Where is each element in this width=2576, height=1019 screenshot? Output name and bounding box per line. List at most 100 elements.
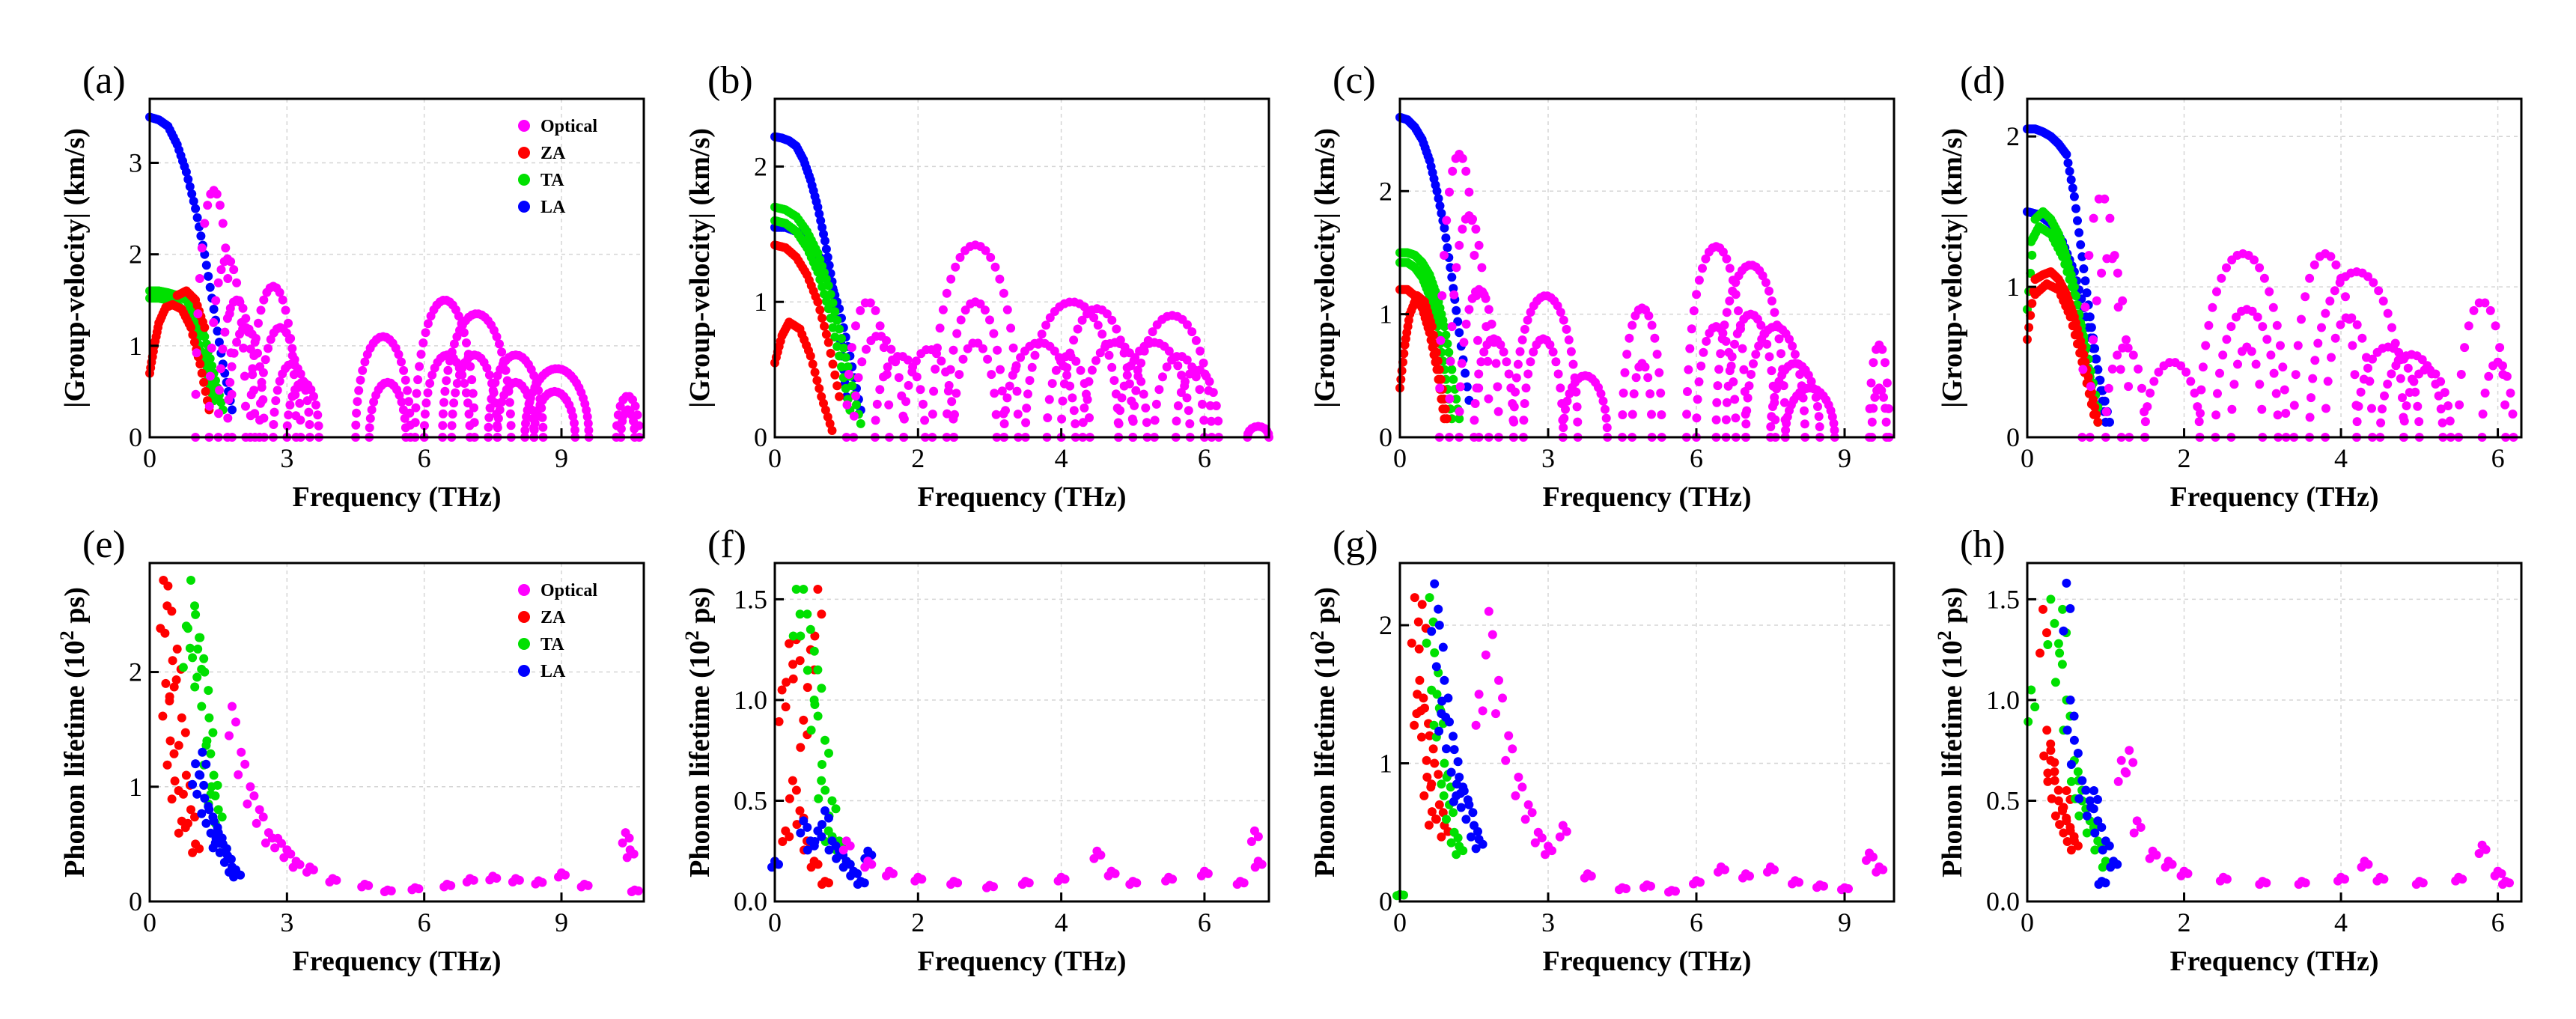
point-za — [160, 628, 170, 638]
point-optical — [1448, 166, 1458, 176]
point-za — [2084, 389, 2094, 398]
point-optical — [1764, 286, 1773, 296]
point-optical — [440, 386, 450, 396]
point-optical — [583, 880, 593, 890]
point-optical — [269, 420, 278, 429]
point-optical — [894, 373, 904, 383]
point-optical — [949, 345, 958, 355]
point-optical — [1620, 368, 1630, 377]
point-optical — [1182, 355, 1192, 365]
point-za — [1431, 814, 1440, 824]
point-optical — [879, 343, 889, 353]
point-ta — [2098, 863, 2107, 872]
point-optical — [1529, 347, 1538, 357]
point-optical — [1779, 398, 1789, 407]
point-optical — [2218, 350, 2228, 360]
point-optical — [2190, 389, 2199, 398]
point-optical — [1059, 379, 1069, 389]
point-optical — [1435, 383, 1445, 393]
point-optical — [469, 875, 478, 885]
point-ta — [213, 805, 223, 815]
point-optical — [2387, 323, 2396, 332]
point-optical — [1770, 308, 1779, 317]
point-optical — [1523, 800, 1533, 809]
point-ta — [2030, 702, 2040, 712]
point-optical — [1012, 386, 1022, 396]
point-za — [799, 715, 809, 725]
point-optical — [226, 257, 236, 267]
point-ta — [206, 749, 216, 758]
point-optical — [468, 389, 478, 398]
point-ta — [2058, 252, 2068, 261]
point-optical — [2326, 252, 2336, 261]
point-optical — [1526, 357, 1535, 367]
y-axis-label: Phonon lifetime (102 ps) — [681, 587, 716, 877]
point-optical — [1559, 413, 1569, 423]
point-optical — [889, 869, 898, 878]
point-optical — [911, 356, 921, 366]
point-optical — [629, 416, 638, 426]
y-tick-label: 1.5 — [734, 584, 767, 614]
plot-frame — [773, 97, 1270, 439]
point-optical — [931, 365, 940, 374]
point-optical — [1196, 346, 1205, 356]
point-optical — [287, 392, 297, 401]
point-za — [808, 359, 817, 369]
point-optical — [1720, 865, 1729, 874]
point-optical — [288, 863, 298, 872]
point-optical — [2232, 312, 2241, 322]
point-za — [788, 674, 798, 684]
point-optical — [1481, 293, 1491, 303]
y-tick-label: 2 — [754, 151, 767, 181]
point-optical — [448, 410, 457, 419]
point-optical — [1800, 406, 1809, 416]
point-optical — [1714, 867, 1723, 877]
point-optical — [521, 419, 530, 428]
point-optical — [929, 386, 939, 396]
point-optical — [2262, 878, 2271, 888]
point-la — [2091, 354, 2101, 364]
point-ta — [1449, 374, 1458, 384]
point-optical — [1114, 419, 1124, 428]
point-la — [208, 843, 218, 853]
point-optical — [1501, 755, 1511, 765]
point-optical — [570, 425, 579, 435]
point-optical — [1743, 393, 1753, 403]
point-optical — [883, 362, 892, 372]
point-optical — [1467, 293, 1477, 303]
point-ta — [2050, 678, 2060, 687]
x-tick-label: 0 — [768, 443, 782, 473]
point-optical — [1718, 247, 1728, 257]
point-optical — [234, 770, 243, 779]
point-optical — [313, 410, 323, 420]
point-za — [803, 683, 812, 693]
point-la — [2069, 735, 2079, 745]
point-optical — [332, 875, 341, 885]
scatter-points — [156, 576, 643, 896]
point-optical — [1618, 410, 1627, 419]
point-optical — [251, 334, 261, 343]
point-za — [813, 860, 823, 869]
point-ta — [813, 267, 823, 277]
x-tick-label: 0 — [768, 907, 782, 937]
point-optical — [983, 354, 993, 364]
point-optical — [2297, 314, 2306, 324]
point-za — [792, 820, 802, 830]
y-axis-label: |Group-velocity| (km/s) — [59, 128, 91, 408]
point-la — [816, 216, 826, 225]
point-ta — [820, 735, 829, 745]
point-za — [1397, 366, 1407, 376]
point-optical — [1601, 404, 1610, 414]
point-za — [817, 880, 826, 889]
point-optical — [928, 410, 937, 419]
point-optical — [1491, 359, 1501, 368]
point-la — [2082, 811, 2092, 821]
point-optical — [2294, 880, 2304, 889]
panel-label: (e) — [82, 523, 126, 566]
point-optical — [1150, 416, 1160, 425]
point-la — [1462, 382, 1472, 392]
point-za — [169, 682, 179, 692]
point-za — [821, 329, 831, 339]
point-la — [2093, 365, 2103, 374]
point-la — [859, 878, 869, 888]
